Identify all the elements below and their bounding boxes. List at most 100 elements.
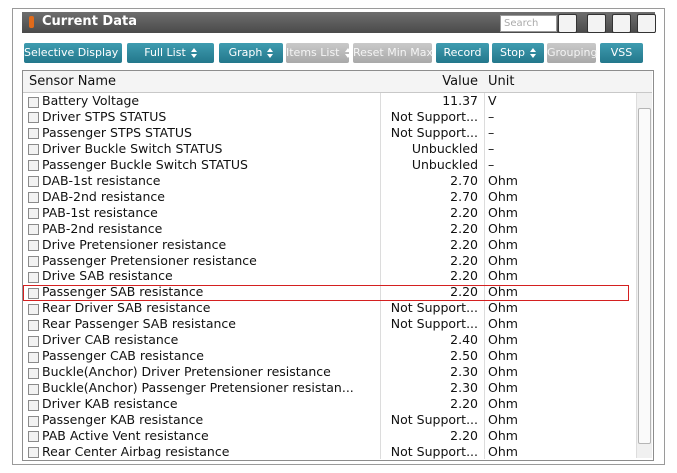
sensor-name: Drive SAB resistance (42, 268, 173, 284)
row-checkbox[interactable] (28, 399, 39, 411)
sensor-value: Not Support... (390, 124, 478, 140)
row-checkbox[interactable] (28, 415, 39, 427)
sensor-unit: Ohm (488, 348, 518, 364)
row-checkbox[interactable] (28, 335, 39, 347)
sensor-unit: Ohm (488, 252, 518, 268)
sensor-unit: Ohm (488, 332, 518, 348)
row-checkbox[interactable] (28, 224, 39, 236)
sensor-value: 2.20 (450, 252, 478, 268)
sensor-unit: Ohm (488, 412, 518, 427)
sensor-unit: Ohm (488, 427, 518, 443)
sensor-unit: Ohm (488, 300, 518, 316)
button-label: Reset Min Max (353, 46, 433, 59)
row-checkbox[interactable] (28, 303, 39, 315)
sensor-value: 2.50 (450, 348, 478, 364)
sensor-value: 2.70 (450, 172, 478, 188)
dropdown-arrow (190, 54, 197, 58)
sensor-name: PAB-1st resistance (42, 204, 158, 220)
search-box[interactable]: Search (500, 15, 557, 32)
row-checkbox[interactable] (28, 383, 39, 395)
row-checkbox[interactable] (28, 256, 39, 267)
sensor-name: Rear Driver SAB resistance (42, 300, 211, 316)
sensor-value: 2.20 (450, 268, 478, 284)
sensor-value: 2.40 (450, 332, 478, 348)
sensor-name: Passenger SAB resistance (42, 284, 204, 300)
row-checkbox[interactable] (28, 128, 39, 140)
row-checkbox[interactable] (28, 271, 39, 283)
dropdown-arrow (267, 48, 274, 52)
column-divider (484, 93, 485, 459)
toolbar-button: Items List (286, 43, 351, 63)
title-icon (29, 16, 34, 28)
sensor-unit: – (488, 156, 495, 172)
sensor-value: 2.30 (450, 364, 478, 380)
dropdown-arrow (530, 48, 536, 52)
dropdown-arrow (267, 54, 274, 58)
toolbar-button[interactable]: VSS (600, 43, 643, 63)
button-label: VSS (610, 46, 633, 59)
toolbar-button: Reset Min Max (353, 43, 433, 63)
sensor-name: PAB-2nd resistance (42, 220, 163, 236)
button-label: Selective Display (24, 46, 119, 59)
sensor-name: Passenger STPS STATUS (42, 124, 192, 140)
sensor-unit: Ohm (488, 380, 518, 396)
row-checkbox[interactable] (28, 431, 39, 443)
row-checkbox[interactable] (28, 367, 39, 379)
sensor-name: Drive Pretensioner resistance (42, 236, 227, 252)
row-checkbox[interactable] (28, 240, 39, 252)
sensor-value: Unbuckled (411, 140, 478, 156)
sensor-value: 2.20 (450, 396, 478, 412)
retry-button[interactable] (612, 14, 631, 33)
row-checkbox[interactable] (28, 319, 39, 331)
sensor-name: DAB-1st resistance (42, 172, 161, 188)
sensor-name: Passenger KAB resistance (42, 412, 204, 427)
row-checkbox[interactable] (28, 160, 39, 172)
row-checkbox[interactable] (28, 96, 39, 108)
sensor-name: PAB Active Vent resistance (42, 427, 209, 443)
row-highlight (23, 284, 629, 301)
toolbar-button[interactable]: Selective Display (24, 43, 130, 63)
dropdown-arrow (123, 54, 130, 58)
sensor-unit: Ohm (488, 443, 518, 459)
sensor-name: Passenger Pretensioner resistance (42, 252, 257, 268)
window-title: Current Data (42, 14, 137, 29)
sensor-value: 2.30 (450, 380, 478, 396)
row-checkbox[interactable] (28, 176, 39, 188)
scroll-thumb[interactable] (638, 108, 651, 444)
row-checkbox[interactable] (28, 208, 39, 220)
column-divider (380, 93, 381, 459)
row-checkbox[interactable] (28, 287, 39, 299)
button-label: Grouping (547, 46, 598, 59)
dropdown-arrow (344, 54, 351, 58)
sensor-unit: Ohm (488, 220, 518, 236)
sensor-value: 11.37 (442, 93, 478, 108)
search-button[interactable] (558, 14, 577, 33)
button-label: Graph (228, 46, 263, 59)
layout-button[interactable] (637, 14, 656, 33)
row-checkbox[interactable] (28, 192, 39, 204)
sensor-value: Not Support... (390, 300, 478, 316)
row-checkbox[interactable] (28, 447, 39, 459)
sensor-unit: – (488, 124, 495, 140)
sensor-name: Driver CAB resistance (42, 332, 179, 348)
list-button[interactable] (587, 14, 606, 33)
sensor-name: Battery Voltage (42, 93, 140, 108)
toolbar-button[interactable]: Full List (127, 43, 214, 63)
toolbar-button[interactable]: Graph (219, 43, 283, 63)
sensor-unit: Ohm (488, 396, 518, 412)
sensor-value: 2.70 (450, 188, 478, 204)
sensor-name: Passenger CAB resistance (42, 348, 204, 364)
row-checkbox[interactable] (28, 112, 39, 124)
sensor-unit: Ohm (488, 316, 518, 332)
row-checkbox[interactable] (28, 351, 39, 363)
sensor-name: Buckle(Anchor) Passenger Pretensioner re… (42, 380, 354, 396)
row-checkbox[interactable] (28, 144, 39, 156)
toolbar-button[interactable]: Record (436, 43, 489, 63)
dropdown-arrow (123, 48, 130, 52)
toolbar-button[interactable]: Stop (492, 43, 544, 63)
sensor-name: Driver Buckle Switch STATUS (42, 140, 223, 156)
toolbar-button: Grouping (547, 43, 598, 63)
sensor-value: Not Support... (390, 316, 478, 332)
button-label: Items List (286, 46, 340, 59)
